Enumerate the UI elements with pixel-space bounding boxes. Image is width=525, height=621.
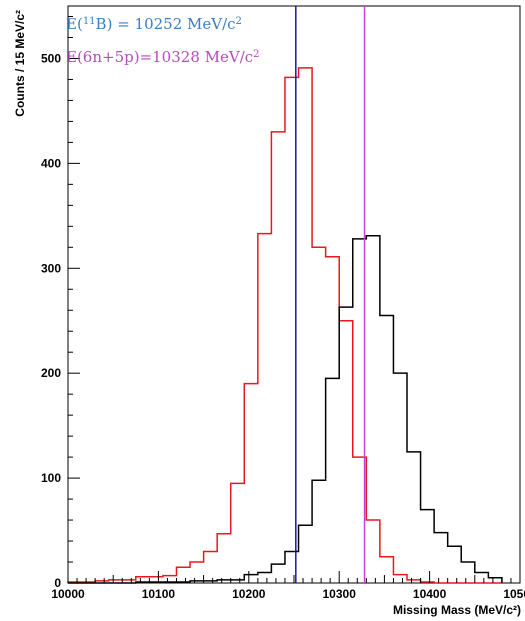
annotation-text: E(6n+5p)=10328 MeV/c — [66, 48, 253, 66]
y-tick-label-4: 400 — [41, 156, 61, 170]
annotation-text: E( — [66, 15, 83, 33]
y-tick-label-0: 0 — [54, 576, 61, 590]
y-tick-label-2: 200 — [41, 366, 61, 380]
x-tick-label-0: 10000 — [51, 587, 85, 601]
x-axis-title: Missing Mass (MeV/c²) — [393, 603, 521, 617]
annotation-b11-energy: E(11B) = 10252 MeV/c2 — [66, 15, 242, 33]
plot-border — [67, 5, 521, 584]
plot-frame — [67, 5, 521, 584]
annotation-superscript: 11 — [83, 16, 96, 27]
annotation-6n5p-energy: E(6n+5p)=10328 MeV/c2 — [66, 48, 260, 66]
y-tick-label-5: 500 — [41, 51, 61, 65]
histogram-series-1 — [68, 235, 503, 584]
y-tick-label-3: 300 — [41, 261, 61, 275]
y-axis-title: Counts / 15 MeV/c² — [13, 10, 27, 117]
x-tick-label-2: 10200 — [232, 587, 266, 601]
axis-labels: 10000 10100 10200 10300 10400 10500 0 100 200 300… — [41, 51, 525, 601]
x-tick-label-1: 10100 — [142, 587, 176, 601]
x-tick-label-5: 10500 — [503, 587, 525, 601]
x-tick-label-3: 10300 — [323, 587, 357, 601]
annotation-superscript: 2 — [236, 16, 242, 27]
histogram-series-0 — [67, 67, 502, 584]
annotation-text: B) = 10252 MeV/c — [96, 15, 236, 33]
histogram-series — [67, 67, 503, 584]
axis-ticks — [67, 15, 521, 584]
y-tick-label-1: 100 — [41, 471, 61, 485]
annotation-superscript: 2 — [253, 49, 259, 60]
reference-lines — [295, 6, 366, 583]
x-tick-label-4: 10400 — [413, 587, 447, 601]
